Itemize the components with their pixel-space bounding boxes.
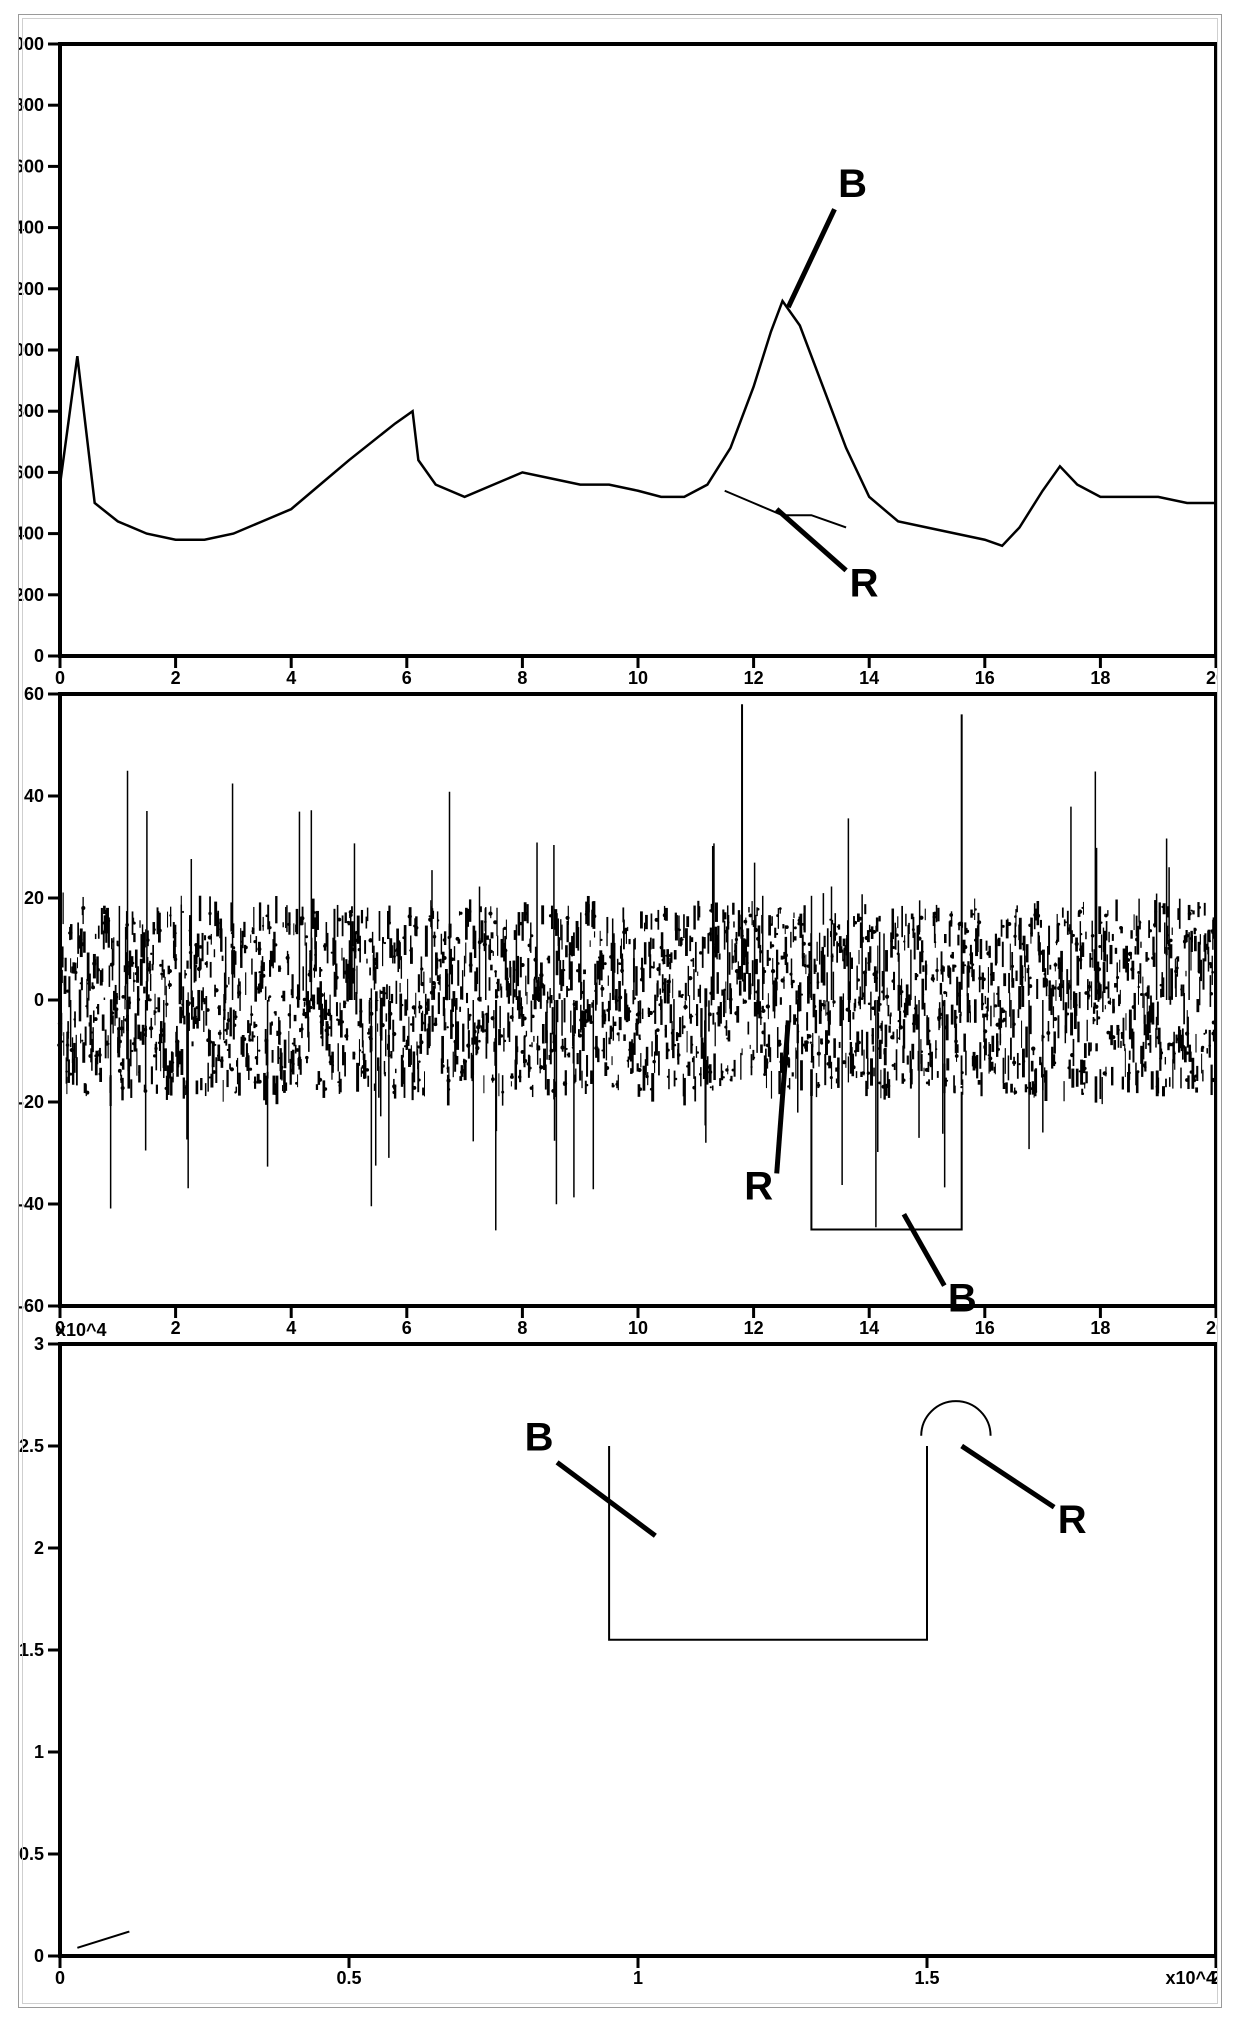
callout-label-R: R bbox=[1058, 1498, 1087, 1542]
svg-text:-60: -60 bbox=[18, 1296, 44, 1316]
svg-text:1.5: 1.5 bbox=[914, 1968, 939, 1988]
svg-text:0: 0 bbox=[34, 990, 44, 1010]
svg-text:1600: 1600 bbox=[18, 156, 44, 176]
panel-bot: 0 0.5 1 1.5 2 2.5 3 0 0.5 1 1.5 2 x10^4 x10^4 B R bbox=[19, 1320, 1218, 1988]
svg-text:1000: 1000 bbox=[18, 340, 44, 360]
svg-text:14: 14 bbox=[859, 668, 879, 688]
panel-top: 0 200 400 600 800 1000 1200 1400 1600 1800 2000 0 2 4… bbox=[18, 34, 1218, 688]
svg-text:1800: 1800 bbox=[18, 95, 44, 115]
svg-text:8: 8 bbox=[517, 668, 527, 688]
svg-text:200: 200 bbox=[18, 585, 44, 605]
svg-text:0: 0 bbox=[55, 1968, 65, 1988]
svg-text:0.5: 0.5 bbox=[336, 1968, 361, 1988]
svg-text:10: 10 bbox=[628, 668, 648, 688]
svg-text:6: 6 bbox=[402, 668, 412, 688]
svg-text:0: 0 bbox=[34, 646, 44, 666]
svg-text:40: 40 bbox=[24, 786, 44, 806]
svg-text:1400: 1400 bbox=[18, 218, 44, 238]
svg-text:1: 1 bbox=[34, 1742, 44, 1762]
svg-text:20: 20 bbox=[1206, 1318, 1218, 1338]
svg-text:4: 4 bbox=[286, 1318, 296, 1338]
callout-label-B: B bbox=[525, 1415, 554, 1459]
callout-label-R: R bbox=[744, 1164, 773, 1208]
svg-text:16: 16 bbox=[975, 668, 995, 688]
svg-text:x10^4: x10^4 bbox=[56, 1320, 107, 1340]
svg-text:600: 600 bbox=[18, 462, 44, 482]
callout-label-B: B bbox=[948, 1277, 977, 1321]
svg-text:12: 12 bbox=[744, 668, 764, 688]
svg-text:-40: -40 bbox=[18, 1194, 44, 1214]
svg-text:14: 14 bbox=[859, 1318, 879, 1338]
svg-text:1200: 1200 bbox=[18, 279, 44, 299]
svg-text:-20: -20 bbox=[18, 1092, 44, 1112]
svg-text:60: 60 bbox=[24, 684, 44, 704]
svg-text:x10^4: x10^4 bbox=[1165, 1968, 1216, 1988]
svg-text:2000: 2000 bbox=[18, 34, 44, 54]
figure-svg: 0200400600800100012001400160018002000024… bbox=[18, 14, 1218, 2004]
svg-text:1: 1 bbox=[633, 1968, 643, 1988]
svg-text:2.5: 2.5 bbox=[19, 1436, 44, 1456]
svg-text:2: 2 bbox=[34, 1538, 44, 1558]
callout-label-R: R bbox=[850, 561, 879, 605]
svg-text:1.5: 1.5 bbox=[19, 1640, 44, 1660]
svg-text:0.5: 0.5 bbox=[19, 1844, 44, 1864]
svg-text:20: 20 bbox=[1206, 668, 1218, 688]
svg-text:0: 0 bbox=[34, 1946, 44, 1966]
svg-text:18: 18 bbox=[1090, 1318, 1110, 1338]
svg-text:6: 6 bbox=[402, 1318, 412, 1338]
svg-text:16: 16 bbox=[975, 1318, 995, 1338]
svg-text:800: 800 bbox=[18, 401, 44, 421]
svg-text:3: 3 bbox=[34, 1334, 44, 1354]
figure-page: 0200400600800100012001400160018002000024… bbox=[0, 0, 1240, 2022]
svg-text:2: 2 bbox=[171, 668, 181, 688]
svg-text:18: 18 bbox=[1090, 668, 1110, 688]
svg-text:10: 10 bbox=[628, 1318, 648, 1338]
callout-label-B: B bbox=[838, 162, 867, 206]
svg-text:4: 4 bbox=[286, 668, 296, 688]
svg-text:2: 2 bbox=[171, 1318, 181, 1338]
svg-text:400: 400 bbox=[18, 524, 44, 544]
svg-text:8: 8 bbox=[517, 1318, 527, 1338]
svg-text:0: 0 bbox=[55, 668, 65, 688]
svg-text:20: 20 bbox=[24, 888, 44, 908]
panel-mid: -60-40-20020406002468101214161820RB bbox=[18, 684, 1218, 1338]
svg-text:12: 12 bbox=[744, 1318, 764, 1338]
